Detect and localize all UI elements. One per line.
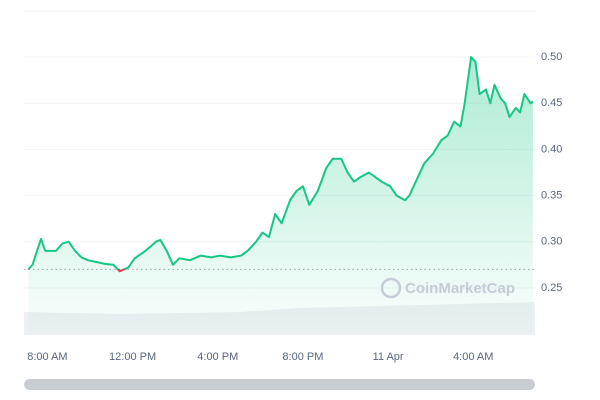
x-tick-label: 8:00 PM <box>282 351 323 363</box>
y-tick-label: 0.40 <box>541 143 562 155</box>
scrollbar[interactable] <box>24 379 535 390</box>
x-tick-label: 11 Apr <box>373 351 404 363</box>
watermark: CoinMarketCap <box>380 277 515 299</box>
x-tick-label: 12:00 PM <box>109 351 156 363</box>
x-tick-label: 8:00 AM <box>27 351 67 363</box>
x-tick-label: 4:00 PM <box>197 351 238 363</box>
area <box>28 57 533 334</box>
y-tick-label: 0.35 <box>541 189 562 201</box>
y-tick-label: 0.30 <box>541 236 562 248</box>
y-tick-label: 0.50 <box>541 51 562 63</box>
x-tick-label: 4:00 AM <box>453 351 493 363</box>
watermark-text: CoinMarketCap <box>405 280 515 297</box>
line <box>27 56 534 273</box>
y-tick-label: 0.25 <box>541 282 562 294</box>
y-tick-label: 0.45 <box>541 97 562 109</box>
